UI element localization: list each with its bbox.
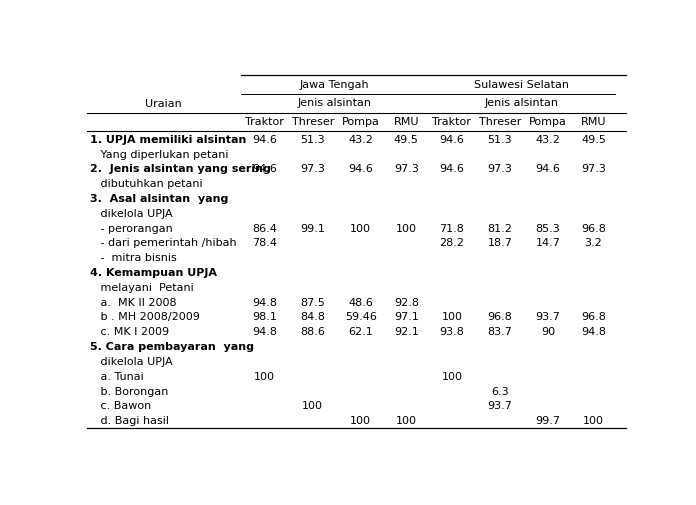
Text: 87.5: 87.5 — [300, 297, 325, 307]
Text: RMU: RMU — [393, 117, 419, 127]
Text: b. Borongan: b. Borongan — [90, 386, 168, 396]
Text: 71.8: 71.8 — [439, 223, 464, 233]
Text: Threser: Threser — [292, 117, 334, 127]
Text: 48.6: 48.6 — [348, 297, 373, 307]
Text: 94.8: 94.8 — [252, 297, 277, 307]
Text: 81.2: 81.2 — [487, 223, 512, 233]
Text: 94.6: 94.6 — [252, 134, 277, 144]
Text: 94.8: 94.8 — [252, 327, 277, 337]
Text: Sulawesi Selatan: Sulawesi Selatan — [474, 80, 569, 89]
Text: 43.2: 43.2 — [535, 134, 560, 144]
Text: 78.4: 78.4 — [252, 238, 277, 248]
Text: Jenis alsintan: Jenis alsintan — [484, 98, 558, 108]
Text: 3.2: 3.2 — [585, 238, 602, 248]
Text: Threser: Threser — [479, 117, 521, 127]
Text: Uraian: Uraian — [145, 99, 182, 109]
Text: 4. Kemampuan UPJA: 4. Kemampuan UPJA — [90, 268, 216, 278]
Text: - dari pemerintah /hibah: - dari pemerintah /hibah — [90, 238, 237, 248]
Text: 49.5: 49.5 — [581, 134, 606, 144]
Text: a.  MK II 2008: a. MK II 2008 — [90, 297, 176, 307]
Text: -  mitra bisnis: - mitra bisnis — [90, 253, 177, 263]
Text: 99.7: 99.7 — [535, 415, 560, 425]
Text: dibutuhkan petani: dibutuhkan petani — [90, 179, 203, 189]
Text: 2.  Jenis alsintan yang sering: 2. Jenis alsintan yang sering — [90, 164, 271, 174]
Text: Jenis alsintan: Jenis alsintan — [297, 98, 371, 108]
Text: 94.6: 94.6 — [439, 164, 464, 174]
Text: a. Tunai: a. Tunai — [90, 371, 143, 381]
Text: 94.6: 94.6 — [348, 164, 373, 174]
Text: 92.8: 92.8 — [394, 297, 419, 307]
Text: 100: 100 — [396, 415, 417, 425]
Text: 98.1: 98.1 — [252, 312, 277, 322]
Text: 93.7: 93.7 — [487, 400, 512, 411]
Text: 88.6: 88.6 — [300, 327, 325, 337]
Text: 94.6: 94.6 — [535, 164, 560, 174]
Text: 100: 100 — [350, 415, 371, 425]
Text: c. MK I 2009: c. MK I 2009 — [90, 327, 169, 337]
Text: 96.8: 96.8 — [487, 312, 512, 322]
Text: 94.6: 94.6 — [252, 164, 277, 174]
Text: 92.1: 92.1 — [394, 327, 419, 337]
Text: 5. Cara pembayaran  yang: 5. Cara pembayaran yang — [90, 341, 254, 351]
Text: d. Bagi hasil: d. Bagi hasil — [90, 415, 168, 425]
Text: 99.1: 99.1 — [300, 223, 325, 233]
Text: 28.2: 28.2 — [439, 238, 464, 248]
Text: 93.7: 93.7 — [535, 312, 560, 322]
Text: Yang diperlukan petani: Yang diperlukan petani — [90, 149, 228, 159]
Text: 51.3: 51.3 — [488, 134, 512, 144]
Text: dikelola UPJA: dikelola UPJA — [90, 209, 173, 218]
Text: 14.7: 14.7 — [535, 238, 560, 248]
Text: 59.46: 59.46 — [345, 312, 377, 322]
Text: 43.2: 43.2 — [348, 134, 373, 144]
Text: 18.7: 18.7 — [487, 238, 512, 248]
Text: 51.3: 51.3 — [301, 134, 325, 144]
Text: 96.8: 96.8 — [581, 312, 606, 322]
Text: 100: 100 — [302, 400, 323, 411]
Text: Traktor: Traktor — [245, 117, 284, 127]
Text: b . MH 2008/2009: b . MH 2008/2009 — [90, 312, 200, 322]
Text: 97.3: 97.3 — [300, 164, 325, 174]
Text: 6.3: 6.3 — [491, 386, 509, 396]
Text: Pompa: Pompa — [342, 117, 380, 127]
Text: 1. UPJA memiliki alsintan: 1. UPJA memiliki alsintan — [90, 134, 246, 144]
Text: 100: 100 — [441, 312, 462, 322]
Text: 100: 100 — [441, 371, 462, 381]
Text: 93.8: 93.8 — [439, 327, 464, 337]
Text: 100: 100 — [254, 371, 275, 381]
Text: c. Bawon: c. Bawon — [90, 400, 151, 411]
Text: 3.  Asal alsintan  yang: 3. Asal alsintan yang — [90, 193, 228, 204]
Text: 97.1: 97.1 — [394, 312, 419, 322]
Text: 90: 90 — [541, 327, 555, 337]
Text: Pompa: Pompa — [529, 117, 567, 127]
Text: 85.3: 85.3 — [535, 223, 560, 233]
Text: 100: 100 — [583, 415, 604, 425]
Text: Jawa Tengah: Jawa Tengah — [299, 80, 369, 89]
Text: 97.3: 97.3 — [487, 164, 512, 174]
Text: 62.1: 62.1 — [349, 327, 373, 337]
Text: 86.4: 86.4 — [252, 223, 277, 233]
Text: 94.6: 94.6 — [439, 134, 464, 144]
Text: - perorangan: - perorangan — [90, 223, 173, 233]
Text: 97.3: 97.3 — [581, 164, 606, 174]
Text: 96.8: 96.8 — [581, 223, 606, 233]
Text: 100: 100 — [350, 223, 371, 233]
Text: 83.7: 83.7 — [487, 327, 512, 337]
Text: 100: 100 — [396, 223, 417, 233]
Text: dikelola UPJA: dikelola UPJA — [90, 356, 173, 366]
Text: 49.5: 49.5 — [394, 134, 419, 144]
Text: Traktor: Traktor — [432, 117, 471, 127]
Text: 84.8: 84.8 — [300, 312, 325, 322]
Text: RMU: RMU — [580, 117, 606, 127]
Text: 94.8: 94.8 — [581, 327, 606, 337]
Text: melayani  Petani: melayani Petani — [90, 282, 193, 292]
Text: 97.3: 97.3 — [394, 164, 419, 174]
